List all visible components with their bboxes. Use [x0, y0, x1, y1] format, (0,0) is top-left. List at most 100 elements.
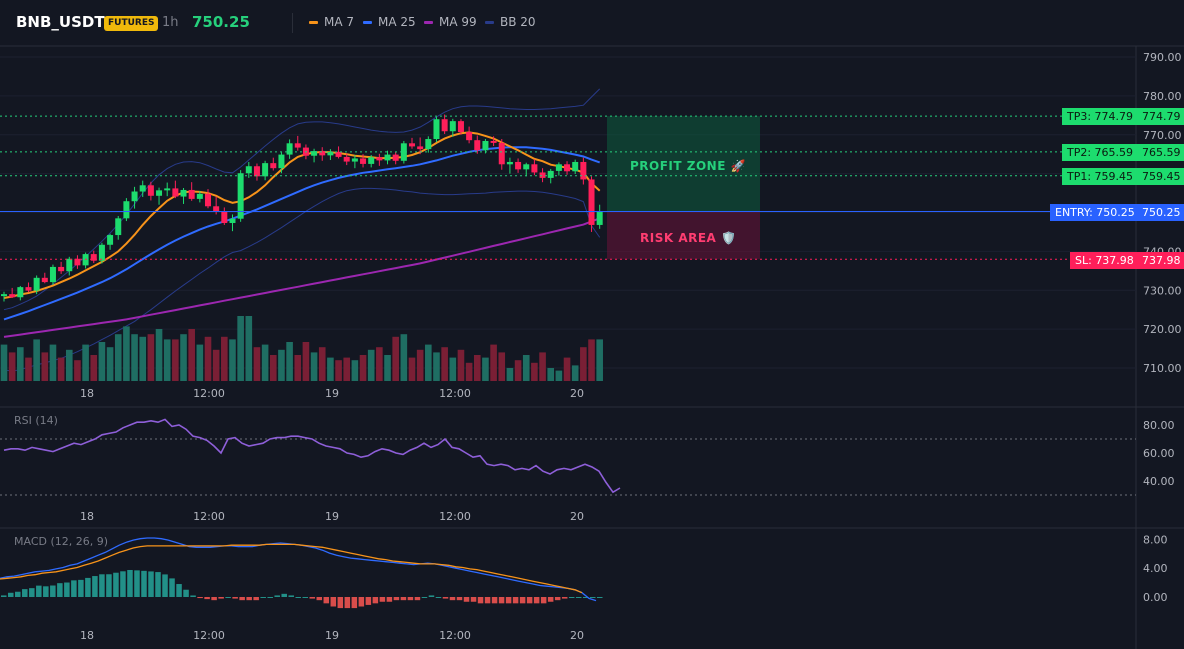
- legend-bb20[interactable]: BB 20: [485, 15, 536, 29]
- volume-bar: [302, 342, 310, 381]
- ma7-swatch-icon: [309, 20, 318, 24]
- time-tick-label: 12:00: [439, 387, 471, 400]
- macd-histogram-bar: [29, 588, 35, 597]
- volume-bar: [139, 336, 147, 381]
- volume-bar: [408, 357, 416, 381]
- macd-histogram-bar: [477, 597, 484, 604]
- volume-bar: [490, 344, 497, 381]
- macd-histogram-bar: [183, 589, 189, 597]
- candle-body: [474, 140, 481, 151]
- macd-histogram-bar: [344, 597, 351, 609]
- trade-zones: [607, 116, 760, 260]
- macd-histogram-bar: [218, 597, 224, 599]
- ma99-swatch-icon: [424, 20, 433, 24]
- candle-body: [164, 188, 171, 191]
- legend-ma7[interactable]: MA 7: [309, 15, 354, 29]
- candle-body: [588, 179, 595, 225]
- rsi-pane: 80.00 60.00 40.00: [0, 418, 1175, 496]
- candle-body: [58, 266, 65, 272]
- candle-body: [400, 143, 407, 161]
- tp2-axis-tag: 765.59: [1137, 144, 1184, 161]
- volume-bar: [441, 347, 448, 381]
- symbol-title[interactable]: BNB_USDT: [16, 13, 105, 31]
- macd-histogram-bar: [323, 597, 330, 604]
- volume-bar: [253, 347, 261, 381]
- volume-bar: [245, 316, 253, 381]
- volume-bar: [33, 339, 40, 381]
- candle-body: [311, 151, 318, 156]
- volume-bar: [8, 352, 16, 381]
- price-tick-label: 780.00: [1143, 90, 1182, 103]
- candle-body: [1, 294, 7, 297]
- timeframe-label[interactable]: 1h: [162, 15, 179, 30]
- entry-axis-tag: 750.25: [1137, 204, 1184, 221]
- macd-histogram-bar: [330, 597, 337, 607]
- candle-body: [213, 206, 220, 212]
- price-tick-label: 730.00: [1143, 284, 1182, 297]
- price-tick-label: 720.00: [1143, 323, 1182, 336]
- price-tick-label: 770.00: [1143, 129, 1182, 142]
- candle-body: [172, 188, 179, 197]
- macd-histogram-bar: [8, 592, 14, 597]
- ma99-line: [3, 217, 601, 338]
- candle-body: [147, 185, 154, 196]
- time-tick-label: 19: [325, 387, 339, 400]
- macd-histogram-bar: [561, 597, 568, 599]
- candle-body: [278, 154, 285, 169]
- volume-bar: [384, 355, 391, 381]
- volume-bar: [498, 352, 506, 381]
- volume-bar: [425, 344, 432, 381]
- candle-body: [262, 163, 269, 177]
- macd-histogram-bar: [295, 597, 301, 598]
- volume-bar: [172, 339, 179, 381]
- macd-histogram-bar: [239, 597, 245, 601]
- time-tick-label: 18: [80, 387, 94, 400]
- rsi-line: [3, 418, 621, 494]
- volume-bar: [114, 334, 122, 381]
- volume-bar: [212, 349, 220, 381]
- macd-histogram-bar: [92, 576, 98, 597]
- macd-histogram-bar: [414, 597, 421, 601]
- macd-histogram-bar: [309, 597, 316, 599]
- macd-histogram-bar: [78, 579, 84, 597]
- axes: 790.00780.00770.00760.00750.00740.00730.…: [80, 51, 1182, 642]
- risk-area-label: RISK AREA 🛡️: [640, 231, 737, 245]
- macd-histogram-bar: [246, 597, 252, 601]
- bollinger-bands: [3, 88, 601, 372]
- price-tick-label: 710.00: [1143, 362, 1182, 375]
- bb20-swatch-icon: [485, 20, 494, 24]
- volume-bar: [482, 357, 489, 381]
- candle-body: [74, 258, 81, 266]
- volume-bar: [155, 329, 163, 381]
- macd-label: MACD (12, 26, 9): [14, 535, 109, 548]
- volume-bar: [41, 352, 49, 381]
- candle-body: [188, 189, 195, 199]
- legend-ma25-label: MA 25: [378, 15, 416, 29]
- legend-ma99[interactable]: MA 99: [424, 15, 477, 29]
- candle-body: [17, 287, 24, 298]
- candle-body: [572, 161, 579, 172]
- volume-bar: [204, 336, 212, 381]
- volume-bar: [82, 344, 89, 381]
- volume-bar: [359, 355, 367, 381]
- risk-area-box: [607, 211, 760, 260]
- legend-ma25[interactable]: MA 25: [363, 15, 416, 29]
- candle-body: [506, 161, 513, 165]
- volume-bar: [514, 360, 522, 381]
- macd-histogram-bar: [253, 597, 259, 601]
- candle-body: [547, 170, 554, 178]
- level-lines: [0, 115, 1136, 260]
- macd-histogram-bar: [22, 589, 28, 597]
- volume-bar: [596, 339, 603, 381]
- volume-bar: [563, 357, 571, 381]
- macd-histogram-bar: [106, 574, 112, 597]
- volume-bar: [196, 344, 204, 381]
- volume-bar: [106, 347, 114, 381]
- candle-body: [237, 173, 244, 219]
- sl-axis-tag: 737.98: [1137, 252, 1184, 269]
- macd-histogram-bar: [540, 597, 547, 604]
- volume-bar: [74, 360, 81, 381]
- macd-histogram-bar: [288, 595, 294, 597]
- candles: [1, 114, 603, 302]
